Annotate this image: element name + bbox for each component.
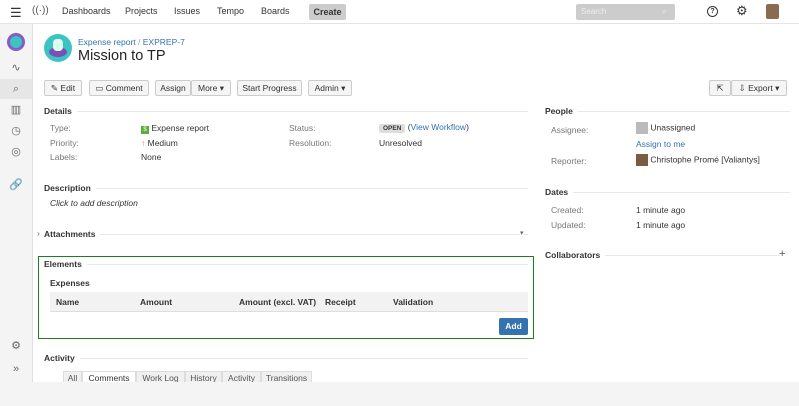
issue-view: Expense report / EXPREP-7 Mission to TP … [33, 24, 799, 382]
assign-to-me-link[interactable]: Assign to me [636, 139, 686, 149]
attachments-heading[interactable]: Attachments [44, 229, 101, 239]
column-validation: Validation [393, 297, 434, 307]
updated-label: Updated: [551, 220, 586, 230]
logo-icon[interactable]: ((·)) [32, 5, 49, 16]
reporter-avatar [636, 154, 648, 166]
nav-issues[interactable]: Issues [174, 6, 201, 16]
resolution-value: Unresolved [379, 138, 422, 148]
expand-sidebar-icon[interactable]: » [12, 363, 20, 375]
elements-panel: Elements Expenses Name Amount Amount (ex… [38, 256, 534, 339]
add-expense-button[interactable]: Add [499, 318, 528, 335]
share-icon: ⇱ [716, 83, 724, 93]
more-button[interactable]: More ▾ [191, 80, 231, 96]
nav-projects[interactable]: Projects [125, 6, 158, 16]
labels-value[interactable]: None [141, 152, 162, 162]
assignee-value: Unassigned [636, 122, 695, 134]
dates-heading: Dates [545, 187, 574, 197]
expand-chevron-icon[interactable]: › [37, 228, 40, 238]
add-collaborator-icon[interactable]: + [779, 248, 786, 260]
breadcrumb: Expense report / EXPREP-7 [78, 37, 185, 47]
reporter-label: Reporter: [551, 156, 587, 166]
edit-button[interactable]: ✎ Edit [44, 80, 82, 96]
created-value: 1 minute ago [636, 205, 686, 215]
priority-value: ↑ Medium [141, 138, 178, 148]
admin-button[interactable]: Admin ▾ [308, 80, 352, 96]
tab-work-log[interactable]: Work Log [136, 371, 185, 382]
project-avatar-large [44, 34, 72, 62]
help-icon[interactable]: ? [707, 6, 718, 17]
start-progress-button[interactable]: Start Progress [237, 80, 302, 96]
column-amount-excl-vat: Amount (excl. VAT) [239, 297, 317, 307]
gear-icon[interactable]: ⚙ [736, 3, 748, 18]
expense-type-icon: $ [141, 126, 149, 134]
nav-tempo[interactable]: Tempo [217, 6, 245, 16]
share-button[interactable]: ⇱ [709, 80, 731, 96]
components-icon[interactable]: ◎ [11, 146, 21, 158]
tab-transitions[interactable]: Transitions [261, 371, 312, 382]
view-workflow-link[interactable]: View Workflow [410, 122, 467, 132]
tab-all[interactable]: All [63, 371, 82, 382]
breadcrumb-project[interactable]: Expense report [78, 37, 136, 47]
project-avatar[interactable] [7, 33, 25, 51]
updated-value: 1 minute ago [636, 220, 686, 230]
settings-icon[interactable]: ⚙ [11, 340, 21, 352]
column-receipt: Receipt [325, 297, 356, 307]
reports-icon[interactable]: ▥ [10, 104, 22, 116]
user-avatar[interactable] [766, 4, 779, 19]
comment-button[interactable]: ▭ Comment [89, 80, 149, 96]
column-name: Name [56, 297, 80, 307]
unassigned-avatar [636, 122, 648, 134]
tab-comments[interactable]: Comments [82, 371, 136, 382]
menu-icon[interactable]: ☰ [10, 5, 22, 20]
assign-button[interactable]: Assign [155, 80, 191, 96]
top-navigation: ☰ ((·)) Dashboards Projects Issues Tempo… [0, 0, 799, 24]
priority-label: Priority: [50, 138, 79, 148]
resolution-label: Resolution: [289, 138, 332, 148]
search-input[interactable]: Search [576, 4, 675, 20]
issues-icon[interactable]: ⌕ [12, 83, 20, 95]
attachments-options-icon[interactable]: ▾ [520, 229, 524, 237]
reporter-value[interactable]: Christophe Promé [Valiantys] [636, 154, 760, 166]
nav-dashboards[interactable]: Dashboards [62, 6, 111, 16]
elements-heading: Elements [44, 259, 87, 269]
link-icon[interactable]: 🔗 [9, 179, 23, 191]
releases-icon[interactable]: ◷ [11, 125, 21, 137]
people-heading: People [545, 106, 578, 116]
description-field[interactable]: Click to add description [50, 198, 138, 208]
create-button[interactable]: Create [309, 4, 346, 20]
type-value: $ Expense report [141, 123, 209, 134]
column-amount: Amount [140, 297, 173, 307]
status-label: Status: [289, 123, 316, 133]
collaborators-heading: Collaborators [545, 250, 606, 260]
project-sidebar: ∿ ⌕ ▥ ◷ ◎ 🔗 ⚙ » [0, 24, 33, 382]
description-heading: Description [44, 183, 96, 193]
breadcrumb-issue-key[interactable]: EXPREP-7 [142, 37, 185, 47]
export-button[interactable]: ⇩ Export ▾ [731, 80, 787, 96]
details-heading: Details [44, 106, 77, 116]
expenses-table-header: Name Amount Amount (excl. VAT) Receipt V… [50, 292, 528, 312]
nav-boards[interactable]: Boards [261, 6, 290, 16]
activity-icon[interactable]: ∿ [11, 62, 21, 74]
created-label: Created: [551, 205, 584, 215]
labels-label: Labels: [50, 152, 78, 162]
page-title: Mission to TP [78, 48, 166, 64]
priority-medium-icon: ↑ [141, 138, 146, 148]
type-label: Type: [50, 123, 71, 133]
activity-heading: Activity [44, 353, 80, 363]
assignee-label: Assignee: [551, 125, 589, 135]
status-value: OPEN (View Workflow) [379, 122, 469, 133]
status-badge: OPEN [379, 124, 406, 133]
tab-history[interactable]: History [185, 371, 222, 382]
expenses-heading: Expenses [50, 278, 95, 288]
search-icon: ⌕ [662, 7, 667, 16]
tab-activity[interactable]: Activity [222, 371, 261, 382]
